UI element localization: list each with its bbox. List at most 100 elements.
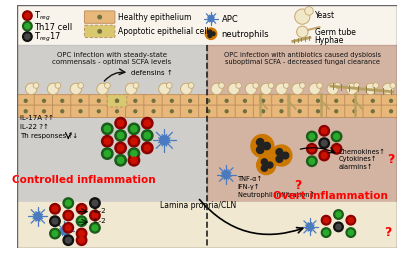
Circle shape (63, 210, 74, 221)
FancyBboxPatch shape (89, 106, 108, 118)
Circle shape (297, 27, 308, 38)
FancyBboxPatch shape (180, 95, 200, 108)
Circle shape (104, 151, 110, 157)
Circle shape (207, 110, 210, 113)
Circle shape (280, 100, 283, 103)
Circle shape (128, 136, 140, 147)
Circle shape (52, 218, 58, 224)
FancyBboxPatch shape (254, 95, 273, 108)
Text: Healthy epithelium: Healthy epithelium (118, 13, 191, 22)
Bar (207, 46, 398, 202)
Circle shape (152, 110, 155, 113)
Circle shape (118, 145, 124, 151)
FancyBboxPatch shape (326, 95, 346, 108)
Circle shape (334, 222, 343, 232)
Circle shape (170, 110, 173, 113)
FancyBboxPatch shape (290, 106, 310, 118)
Circle shape (50, 204, 60, 214)
Circle shape (118, 157, 124, 164)
Circle shape (118, 133, 124, 139)
Circle shape (371, 100, 374, 103)
Circle shape (76, 235, 87, 245)
Circle shape (316, 110, 320, 113)
Circle shape (79, 100, 82, 103)
Circle shape (211, 33, 215, 36)
Circle shape (189, 100, 192, 103)
Circle shape (309, 159, 315, 164)
Circle shape (208, 35, 212, 38)
Bar (17, 202, 398, 248)
Circle shape (305, 8, 313, 16)
Circle shape (23, 12, 32, 21)
Circle shape (63, 223, 74, 233)
Text: Controlled inflammation: Controlled inflammation (12, 174, 155, 185)
Circle shape (346, 84, 358, 95)
Circle shape (335, 110, 338, 113)
FancyBboxPatch shape (345, 95, 364, 108)
FancyBboxPatch shape (180, 106, 200, 118)
FancyBboxPatch shape (199, 95, 218, 108)
Circle shape (390, 83, 396, 89)
Circle shape (26, 84, 37, 95)
Circle shape (144, 133, 150, 139)
FancyBboxPatch shape (89, 95, 108, 108)
Circle shape (256, 139, 264, 146)
Text: IL-22 ?↑: IL-22 ?↑ (20, 123, 49, 130)
FancyBboxPatch shape (52, 95, 72, 108)
Circle shape (92, 200, 98, 206)
Circle shape (260, 84, 272, 95)
Circle shape (276, 156, 283, 163)
FancyBboxPatch shape (107, 106, 127, 118)
Circle shape (334, 210, 343, 219)
Circle shape (142, 130, 153, 142)
Circle shape (66, 213, 71, 218)
Circle shape (245, 84, 257, 95)
Text: Germ tube: Germ tube (315, 28, 356, 37)
FancyBboxPatch shape (363, 95, 382, 108)
Circle shape (321, 228, 331, 237)
FancyBboxPatch shape (16, 95, 36, 108)
Text: IFN-γ↑: IFN-γ↑ (238, 183, 260, 189)
FancyBboxPatch shape (308, 95, 328, 108)
Circle shape (307, 132, 317, 142)
Circle shape (63, 235, 74, 245)
Circle shape (152, 100, 155, 103)
Text: OPC infection with steady-state
commensals - optimal SCFA levels: OPC infection with steady-state commensa… (52, 52, 172, 65)
FancyBboxPatch shape (381, 95, 400, 108)
Circle shape (335, 83, 340, 89)
Circle shape (283, 83, 289, 89)
Text: Lamina propria/CLN: Lamina propria/CLN (160, 201, 236, 210)
Circle shape (134, 100, 137, 103)
Circle shape (295, 10, 310, 25)
Text: T$_{reg}$17: T$_{reg}$17 (34, 31, 61, 44)
FancyBboxPatch shape (308, 106, 328, 118)
Circle shape (61, 100, 64, 103)
Circle shape (207, 100, 210, 103)
FancyBboxPatch shape (199, 106, 218, 118)
FancyBboxPatch shape (34, 106, 54, 118)
Text: neutrophils: neutrophils (222, 30, 269, 39)
Circle shape (118, 121, 124, 127)
Text: IL-2: IL-2 (93, 217, 106, 223)
Circle shape (42, 110, 46, 113)
Circle shape (211, 84, 222, 95)
Text: Yeast: Yeast (315, 11, 335, 20)
FancyBboxPatch shape (107, 95, 127, 108)
Circle shape (102, 148, 113, 160)
FancyBboxPatch shape (144, 106, 163, 118)
Circle shape (309, 134, 315, 140)
Circle shape (131, 139, 137, 145)
FancyBboxPatch shape (71, 95, 90, 108)
Text: IL-2: IL-2 (93, 207, 106, 213)
Circle shape (321, 129, 327, 134)
Circle shape (115, 118, 126, 129)
Circle shape (292, 84, 303, 95)
Circle shape (25, 14, 30, 19)
Circle shape (170, 100, 173, 103)
Circle shape (262, 110, 265, 113)
Circle shape (134, 110, 137, 113)
Circle shape (309, 146, 315, 152)
Circle shape (47, 84, 59, 95)
Circle shape (66, 225, 71, 231)
Circle shape (307, 144, 317, 154)
